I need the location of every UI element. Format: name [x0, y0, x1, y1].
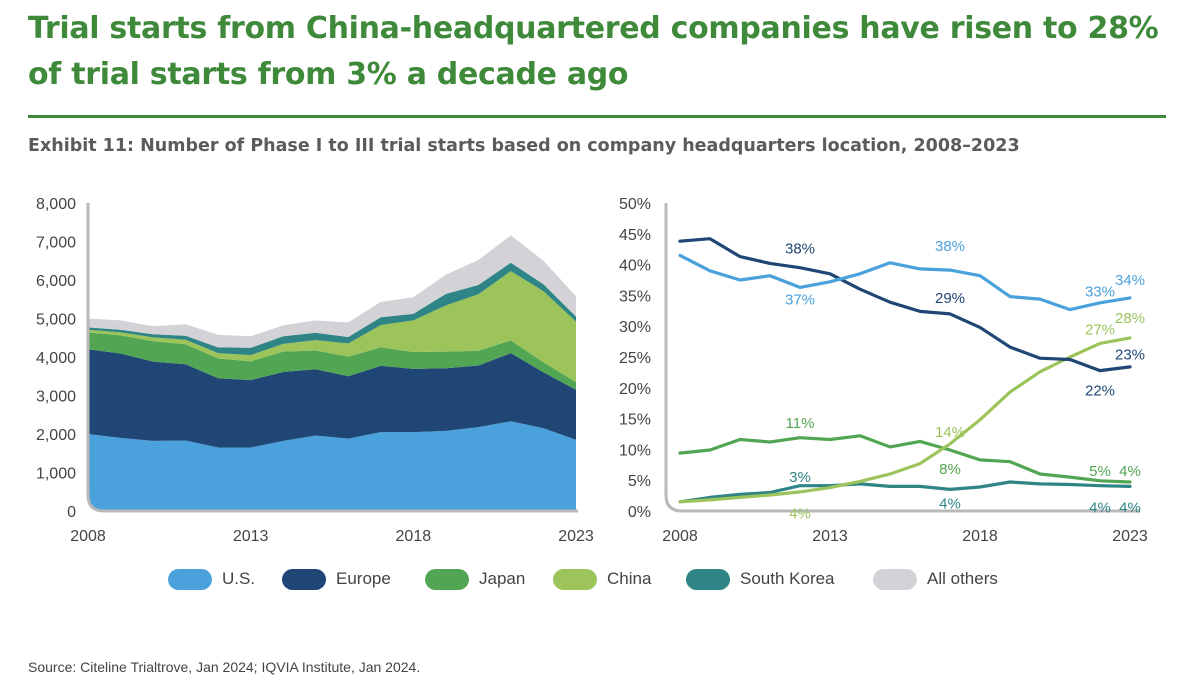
data-label-china: 28% — [1115, 310, 1145, 327]
area-china — [88, 271, 576, 382]
line-ytick-label: 0% — [628, 504, 651, 521]
line-xtick-label: 2008 — [662, 528, 698, 545]
data-label-japan: 4% — [1119, 463, 1141, 480]
source-note: Source: Citeline Trialtrove, Jan 2024; I… — [28, 659, 421, 675]
area-layers — [88, 235, 576, 511]
legend-label-us: U.S. — [222, 569, 256, 588]
line-china — [678, 336, 1132, 504]
data-label-korea: 4% — [1089, 499, 1111, 516]
line-ytick-label: 35% — [619, 288, 651, 305]
legend-label-others: All others — [927, 569, 998, 588]
line-ytick-label: 20% — [619, 381, 651, 398]
legend-swatch-europe — [282, 568, 326, 590]
area-ytick-label: 7,000 — [36, 235, 76, 252]
area-ytick-label: 8,000 — [36, 196, 76, 213]
data-label-china: 14% — [935, 424, 965, 441]
data-label-korea: 4% — [1119, 499, 1141, 516]
line-korea — [678, 480, 1132, 504]
legend-item-others: All others — [873, 565, 998, 593]
area-ytick-label: 4,000 — [36, 350, 76, 367]
line-japan — [678, 434, 1132, 484]
line-ytick-label: 25% — [619, 350, 651, 367]
stacked-area-chart: 0 1,000 2,000 3,000 4,000 5,000 6,000 7,000 8,00… — [36, 196, 594, 545]
line-ytick-label: 15% — [619, 412, 651, 429]
legend-item-china: China — [553, 565, 651, 593]
line-xtick-label: 2023 — [1112, 528, 1148, 545]
line-us — [678, 253, 1132, 312]
data-label-us: 34% — [1115, 272, 1145, 289]
legend-item-europe: Europe — [282, 565, 391, 593]
area-others — [88, 235, 576, 348]
line-europe — [678, 237, 1132, 373]
data-label-us: 38% — [935, 238, 965, 255]
area-ytick-label: 3,000 — [36, 389, 76, 406]
legend-label-korea: South Korea — [740, 569, 835, 588]
data-label-europe: 22% — [1085, 382, 1115, 399]
data-label-europe: 38% — [785, 241, 815, 258]
area-xtick-label: 2008 — [70, 528, 106, 545]
line-ytick-label: 5% — [628, 473, 651, 490]
area-korea — [88, 262, 576, 356]
area-ytick-label: 2,000 — [36, 427, 76, 444]
legend-swatch-others — [873, 568, 917, 590]
area-japan — [88, 332, 576, 390]
legend-swatch-korea — [686, 568, 730, 590]
legend-label-japan: Japan — [479, 569, 526, 588]
line-xtick-label: 2013 — [812, 528, 848, 545]
line-ytick-label: 45% — [619, 227, 651, 244]
page-title: Trial starts from China-headquartered co… — [28, 11, 1159, 92]
data-label-us: 37% — [785, 292, 815, 309]
area-xtick-label: 2013 — [233, 528, 269, 545]
line-chart: 0% 5% 10% 15% 20% 25% 30% 35% 40% 45% 50% 2008 2013 2… — [619, 196, 1148, 545]
legend-item-korea: South Korea — [686, 565, 835, 593]
data-label-china: 4% — [789, 505, 811, 522]
area-ytick-label: 5,000 — [36, 312, 76, 329]
legend-swatch-china — [553, 568, 597, 590]
area-us — [88, 421, 576, 511]
area-xtick-label: 2023 — [558, 528, 594, 545]
legend-swatch-japan — [425, 568, 469, 590]
data-label-korea: 4% — [939, 496, 961, 513]
exhibit-caption: Exhibit 11: Number of Phase I to III tri… — [28, 136, 1020, 156]
data-label-korea: 3% — [789, 469, 811, 486]
data-label-europe: 23% — [1115, 347, 1145, 364]
legend-item-us: U.S. — [168, 565, 255, 593]
area-ytick-label: 6,000 — [36, 273, 76, 290]
area-ytick-label: 1,000 — [36, 466, 76, 483]
line-ytick-label: 40% — [619, 258, 651, 275]
line-axes — [664, 203, 1140, 513]
area-xtick-label: 2018 — [396, 528, 432, 545]
legend-label-europe: Europe — [336, 569, 391, 588]
legend-item-japan: Japan — [425, 565, 525, 593]
line-ytick-label: 50% — [619, 196, 651, 213]
area-axes — [86, 203, 578, 513]
data-label-japan: 8% — [939, 461, 961, 478]
line-ytick-label: 10% — [619, 442, 651, 459]
data-label-us: 33% — [1085, 284, 1115, 301]
title-rule — [28, 115, 1166, 118]
data-label-japan: 11% — [786, 415, 815, 432]
area-europe — [88, 349, 576, 448]
line-ytick-label: 30% — [619, 319, 651, 336]
data-label-japan: 5% — [1089, 463, 1111, 480]
line-xtick-label: 2018 — [962, 528, 998, 545]
legend-label-china: China — [607, 569, 652, 588]
legend-swatch-us — [168, 568, 212, 590]
area-ytick-label: 0 — [67, 504, 76, 521]
data-label-europe: 29% — [935, 290, 965, 307]
data-label-china: 27% — [1085, 321, 1115, 338]
legend: U.S. Europe Japan China South Korea All … — [0, 565, 1200, 593]
